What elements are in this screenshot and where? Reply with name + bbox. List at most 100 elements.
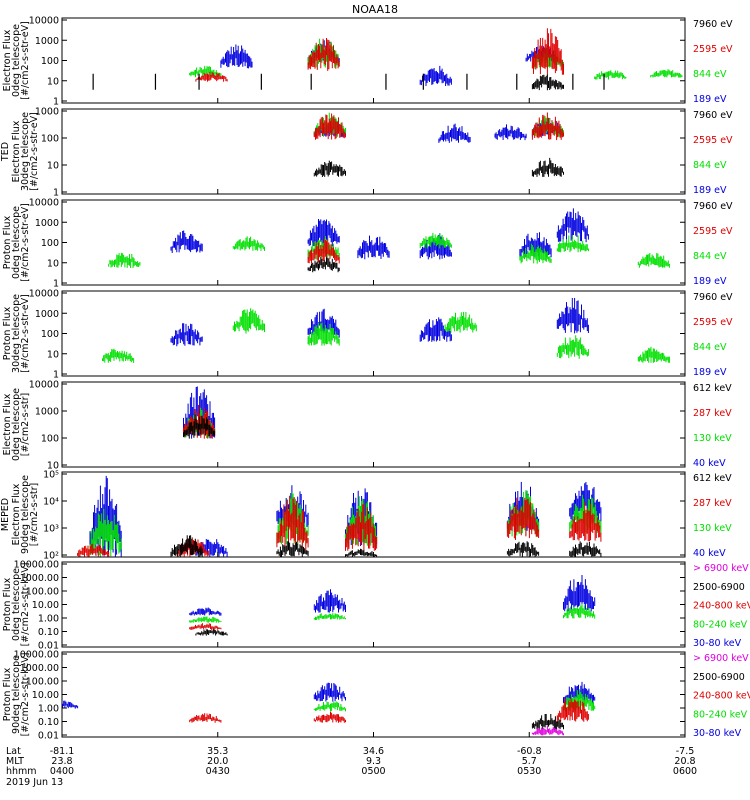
data-burst bbox=[189, 623, 222, 630]
data-burst bbox=[313, 682, 346, 702]
data-burst bbox=[531, 74, 564, 91]
legend-entry: 189 eV bbox=[693, 276, 727, 287]
legend-entry: 287 keV bbox=[693, 498, 732, 509]
legend-entry: 2500-6900 bbox=[693, 672, 745, 683]
data-burst bbox=[313, 613, 346, 620]
ylabel-line: 0deg telescope bbox=[11, 568, 22, 641]
series-2595-ev bbox=[313, 112, 564, 141]
footer-lat-value: -60.8 bbox=[517, 746, 542, 757]
data-burst bbox=[276, 541, 309, 557]
footer-hhmm-value: 0600 bbox=[673, 766, 697, 777]
ylabel-line: 90deg telescope bbox=[20, 475, 31, 554]
ylabel-line: Proton Flux bbox=[2, 577, 13, 631]
y-tick-label: 100 bbox=[41, 238, 59, 249]
data-burst bbox=[419, 65, 452, 86]
data-burst bbox=[313, 113, 346, 140]
ylabel-line: 30deg telescope bbox=[11, 294, 22, 373]
legend-entry: 7960 eV bbox=[693, 110, 733, 121]
series--6900-kev bbox=[531, 725, 564, 736]
data-burst bbox=[419, 232, 452, 249]
data-burst bbox=[102, 348, 135, 363]
legend-entry: 240-800 keV bbox=[693, 601, 750, 612]
data-burst bbox=[494, 124, 527, 141]
y-tick-label: 10.00 bbox=[32, 690, 59, 701]
series-189-ev bbox=[313, 118, 564, 143]
ylabel-line: Proton Flux bbox=[2, 215, 13, 269]
y-tick-label: 10000 bbox=[29, 16, 59, 27]
y-tick-label: 0.10 bbox=[38, 717, 59, 728]
data-burst bbox=[307, 257, 340, 273]
data-burst bbox=[531, 112, 564, 141]
y-tick-label: 10 bbox=[47, 76, 59, 87]
data-burst bbox=[232, 236, 265, 251]
plot-title: NOAA18 bbox=[352, 3, 398, 16]
footer-row-label-lat: Lat bbox=[6, 746, 21, 757]
ylabel-line: [#/cm2-s-str] bbox=[20, 393, 31, 456]
data-burst bbox=[556, 235, 589, 253]
footer-mlt-value: 23.8 bbox=[51, 756, 72, 767]
data-burst bbox=[170, 535, 203, 557]
data-burst bbox=[556, 208, 589, 243]
footer-lat-value: -81.1 bbox=[50, 746, 75, 757]
data-burst bbox=[637, 346, 670, 363]
legend-entry: 7960 eV bbox=[693, 201, 733, 212]
data-burst bbox=[220, 44, 253, 69]
data-burst bbox=[307, 322, 340, 346]
data-burst bbox=[569, 541, 602, 557]
series-80-240-kev bbox=[189, 603, 596, 623]
data-burst bbox=[531, 714, 564, 730]
footer-row-label-hhmm: hhmm bbox=[6, 766, 37, 777]
data-burst bbox=[189, 713, 222, 723]
ylabel-line: Electron Flux bbox=[2, 393, 13, 455]
legend-entry: 80-240 keV bbox=[693, 709, 748, 720]
legend-entry: 130 keV bbox=[693, 523, 732, 534]
ylabel-line: Electron Flux bbox=[11, 483, 22, 545]
data-burst bbox=[77, 543, 110, 557]
y-tick-label: 1 bbox=[53, 279, 59, 290]
legend-entry: 2595 eV bbox=[693, 135, 733, 146]
panel-frame bbox=[61, 381, 686, 468]
data-burst bbox=[313, 711, 346, 723]
data-burst bbox=[531, 157, 564, 177]
legend-entry: 287 keV bbox=[693, 408, 732, 419]
data-burst bbox=[313, 160, 346, 177]
y-tick-label: 10 bbox=[47, 461, 59, 472]
y-tick-label: 1000 bbox=[35, 309, 59, 320]
y-tick-label: 1000 bbox=[35, 218, 59, 229]
ylabel-line: 30deg telescope bbox=[20, 112, 31, 191]
ylabel-line: Electron Flux bbox=[2, 29, 13, 91]
data-burst bbox=[307, 238, 340, 264]
series-612-kev bbox=[170, 535, 602, 557]
ylabel-line: 0deg telescope bbox=[11, 388, 22, 461]
data-burst bbox=[556, 698, 589, 723]
legend-entry: 130 keV bbox=[693, 433, 732, 444]
legend-entry: 2500-6900 bbox=[693, 582, 745, 593]
y-tick-label: 10³ bbox=[43, 524, 59, 535]
data-burst bbox=[313, 701, 346, 712]
data-burst bbox=[637, 253, 670, 268]
legend-entry: 7960 eV bbox=[693, 292, 733, 303]
y-tick-label: 10 bbox=[47, 349, 59, 360]
data-burst bbox=[307, 308, 340, 338]
ylabel-line: [#/cm2-s-str] bbox=[29, 483, 40, 546]
data-burst bbox=[650, 69, 683, 78]
data-burst bbox=[569, 502, 602, 542]
ylabel-line: [#/cm2-s-str-keV] bbox=[20, 563, 31, 647]
y-tick-label: 1000.00 bbox=[20, 573, 59, 584]
y-tick-label: 1 bbox=[53, 370, 59, 381]
data-burst bbox=[195, 628, 228, 636]
series-844-ev bbox=[189, 38, 683, 80]
data-burst bbox=[563, 575, 596, 612]
data-burst bbox=[345, 503, 378, 551]
ylabel-line: [#/cm2-s-str-keV] bbox=[20, 653, 31, 737]
data-burst bbox=[189, 607, 222, 616]
y-tick-label: 1000 bbox=[35, 107, 59, 118]
data-burst bbox=[438, 123, 471, 143]
